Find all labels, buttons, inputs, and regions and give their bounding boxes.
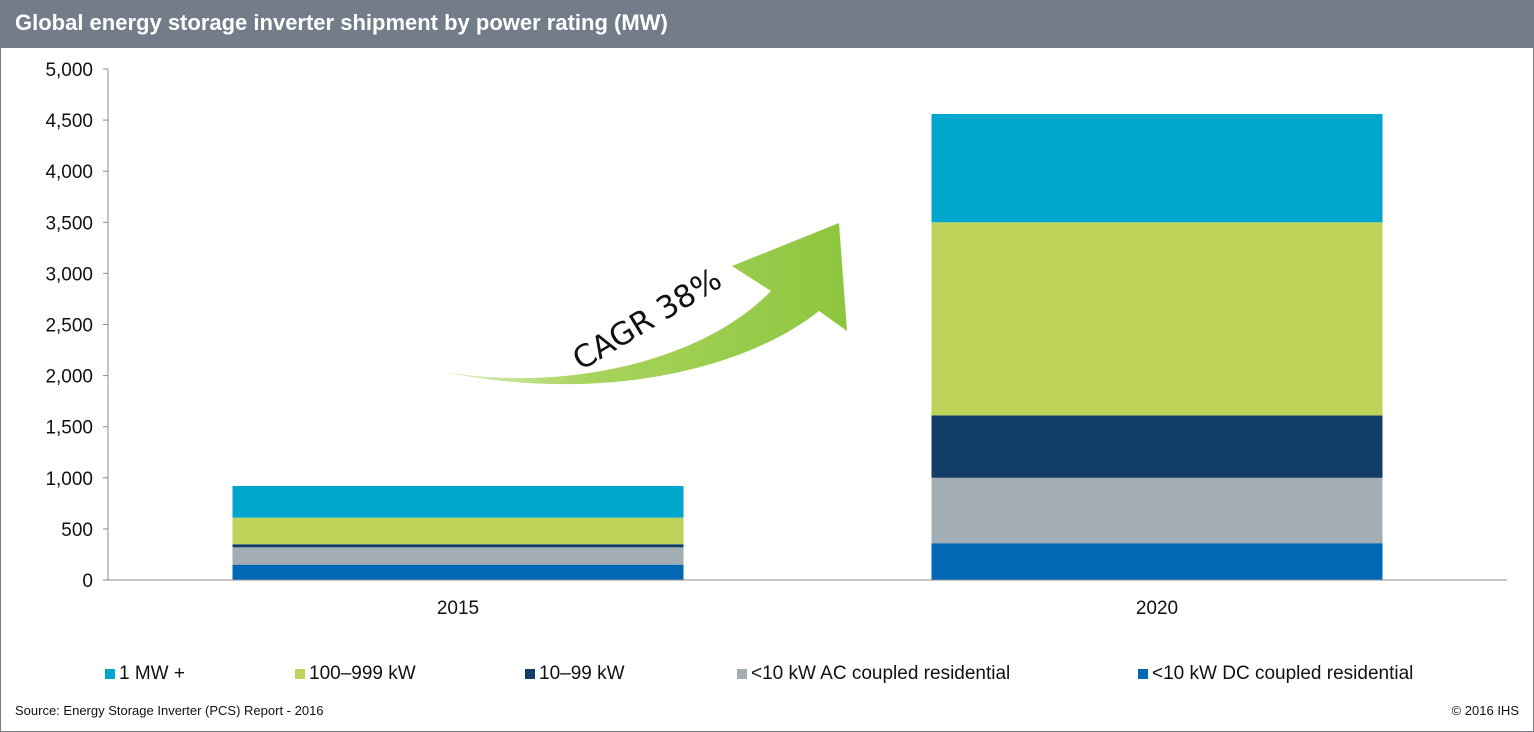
legend-label: <10 kW DC coupled residential [1152,663,1414,684]
x-axis: 2015 2020 [108,579,1507,619]
legend-swatch [1138,669,1148,679]
x-tick-label: 2020 [1136,598,1178,619]
legend-label: 1 MW + [119,663,185,684]
bar-segment-2015-s2 [232,544,684,548]
bar-segment-2015-s4 [232,485,684,518]
y-axis: 0 500 1,000 1,500 2,000 2,500 3,000 3,500 4,000 4… [45,60,109,592]
legend-label: 10–99 kW [539,663,625,684]
y-tick-label: 0 [82,571,93,592]
y-tick-label: 5,000 [45,60,93,81]
bar-segment-2020-s2 [931,415,1383,478]
legend-swatch [105,669,115,679]
bar-segment-2020-s0 [931,543,1383,580]
legend-swatch [295,669,305,679]
legend-label: 100–999 kW [309,663,416,684]
y-tick-label: 3,000 [45,264,93,285]
chart-plot: 0 500 1,000 1,500 2,000 2,500 3,000 3,500 4,000 4… [45,60,1507,619]
title-bar: Global energy storage inverter shipment … [1,1,1533,48]
legend-swatch [737,669,747,679]
source-note: Source: Energy Storage Inverter (PCS) Re… [15,703,324,718]
bar-segment-2020-s4 [931,113,1383,223]
y-tick-label: 4,500 [45,111,93,132]
bar-segment-2020-s1 [931,477,1383,544]
bar-segment-2015-s3 [232,517,684,545]
copyright-note: © 2016 IHS [1451,703,1519,718]
cagr-arrow [439,223,847,385]
y-tick-label: 2,500 [45,316,93,337]
y-tick-label: 1,000 [45,469,93,490]
cagr-annotation: CAGR 38% [439,223,847,385]
y-tick-label: 500 [61,520,93,541]
bar-segment-2020-s3 [931,222,1383,416]
chart-title: Global energy storage inverter shipment … [15,10,668,35]
y-tick-label: 3,500 [45,213,93,234]
y-tick-label: 1,500 [45,418,93,439]
bar-segment-2015-s0 [232,564,684,580]
legend-label: <10 kW AC coupled residential [751,663,1011,684]
y-tick-label: 4,000 [45,162,93,183]
x-tick-label: 2015 [437,598,479,619]
bar-stack-group [232,113,1383,580]
y-tick-label: 2,000 [45,367,93,388]
bar-segment-2015-s1 [232,547,684,565]
legend-swatch [525,669,535,679]
